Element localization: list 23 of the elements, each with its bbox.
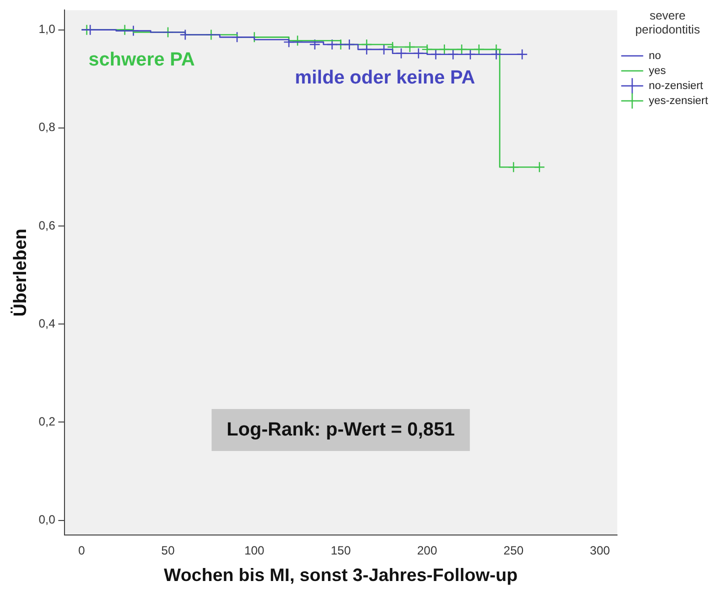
y-tick-label: 0,6 — [38, 218, 56, 232]
legend-label: yes — [648, 64, 666, 77]
x-tick-label: 300 — [590, 544, 610, 558]
x-tick-label: 150 — [330, 544, 352, 558]
legend-label: no-zensiert — [648, 80, 704, 92]
x-axis-title: Wochen bis MI, sonst 3-Jahres-Follow-up — [164, 565, 518, 586]
legend-title: severe periodontitis — [635, 8, 700, 37]
y-tick-label: 0,4 — [38, 316, 56, 330]
legend-label: yes-zensiert — [648, 94, 708, 107]
legend-label: no — [648, 50, 661, 62]
y-tick-label: 0,8 — [38, 120, 56, 134]
y-axis-title: Überleben — [10, 228, 30, 317]
x-tick-label: 250 — [504, 544, 524, 558]
annotation: Log-Rank: p-Wert = 0,851 — [226, 419, 456, 440]
x-tick-label: 0 — [78, 544, 86, 558]
annotation: schwere PA — [88, 49, 196, 70]
x-tick-label: 200 — [417, 544, 438, 558]
y-tick-label: 0,0 — [38, 512, 56, 527]
y-tick-label: 1,0 — [38, 22, 56, 36]
y-tick-label: 0,2 — [38, 414, 56, 429]
x-tick-label: 50 — [161, 544, 175, 558]
annotation: milde oder keine PA — [294, 68, 476, 89]
x-tick-label: 100 — [244, 544, 265, 558]
